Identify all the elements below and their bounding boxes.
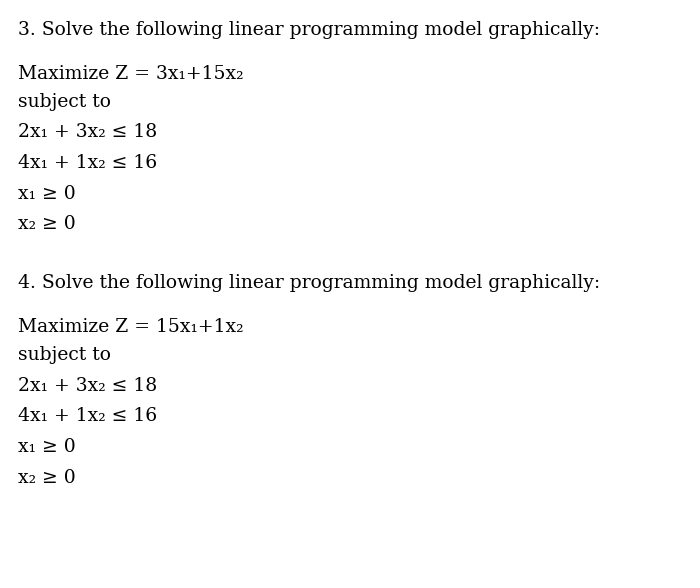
Text: Maximize Z = 3x₁+15x₂: Maximize Z = 3x₁+15x₂ (18, 65, 243, 83)
Text: x₁ ≥ 0: x₁ ≥ 0 (18, 438, 76, 456)
Text: Maximize Z = 15x₁+1x₂: Maximize Z = 15x₁+1x₂ (18, 318, 243, 336)
Text: subject to: subject to (18, 346, 111, 365)
Text: 3. Solve the following linear programming model graphically:: 3. Solve the following linear programmin… (18, 21, 599, 39)
Text: 4x₁ + 1x₂ ≤ 16: 4x₁ + 1x₂ ≤ 16 (18, 407, 157, 426)
Text: 4x₁ + 1x₂ ≤ 16: 4x₁ + 1x₂ ≤ 16 (18, 154, 157, 172)
Text: 2x₁ + 3x₂ ≤ 18: 2x₁ + 3x₂ ≤ 18 (18, 377, 157, 395)
Text: 2x₁ + 3x₂ ≤ 18: 2x₁ + 3x₂ ≤ 18 (18, 123, 157, 142)
Text: subject to: subject to (18, 93, 111, 111)
Text: x₁ ≥ 0: x₁ ≥ 0 (18, 185, 76, 203)
Text: x₂ ≥ 0: x₂ ≥ 0 (18, 215, 76, 233)
Text: x₂ ≥ 0: x₂ ≥ 0 (18, 469, 76, 487)
Text: 4. Solve the following linear programming model graphically:: 4. Solve the following linear programmin… (18, 274, 600, 292)
